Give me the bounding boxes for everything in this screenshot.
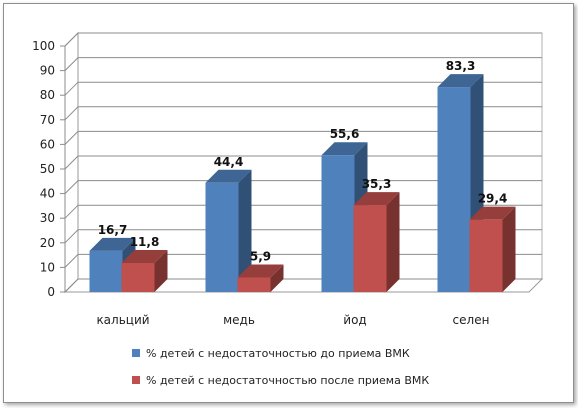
legend-label: % детей с недостаточностью после приема …: [146, 374, 429, 387]
bar-front: [437, 87, 471, 292]
bar-top: [121, 249, 168, 263]
bar-йод-series-1: [321, 142, 368, 292]
y-tick-label: 100: [32, 39, 55, 53]
bar-front: [121, 262, 155, 292]
bar-кальций-series-2: [121, 249, 168, 292]
y-tick-label: 20: [40, 236, 55, 250]
data-label: 29,4: [478, 192, 508, 206]
category-label: медь: [223, 313, 255, 327]
data-label: 11,8: [130, 235, 160, 249]
bar-top: [237, 264, 284, 278]
bar-top: [89, 237, 136, 251]
legend-swatch: [132, 349, 140, 357]
data-label: 55,6: [330, 127, 360, 141]
bar-front: [237, 277, 271, 292]
legend-item-1: % детей с недостаточностью до приема ВМК: [132, 347, 410, 360]
gridline: [64, 155, 542, 170]
data-label: 16,7: [98, 223, 128, 237]
bar-chart: 0 10 20 30 40 50 60 70 80 90 100 16,711,8 44,4 5,9 55…: [32, 31, 544, 387]
data-label: 5,9: [250, 249, 271, 263]
y-tick-label: 70: [40, 113, 55, 127]
bar-side: [502, 206, 516, 292]
bar-top: [469, 206, 516, 220]
y-tick-label: 50: [40, 162, 55, 176]
data-label: 83,3: [446, 59, 476, 73]
bar-йод-series-2: [353, 192, 400, 292]
category-label: кальций: [96, 313, 149, 327]
legend-item-2: % детей с недостаточностью после приема …: [132, 374, 429, 387]
gridline: [64, 81, 542, 96]
y-tick-label: 30: [40, 211, 55, 225]
y-tick-label: 10: [40, 260, 55, 274]
gridline: [64, 106, 542, 121]
gridline: [64, 32, 542, 47]
bar-side: [154, 249, 168, 292]
bar-top: [205, 169, 252, 183]
y-tick-label: 90: [40, 64, 55, 78]
bar-front: [321, 155, 355, 292]
category-label: йод: [343, 313, 366, 327]
gridline: [64, 57, 542, 71]
bar-top: [437, 74, 484, 88]
bar-селен-series-2: [469, 206, 516, 292]
bar-top: [353, 192, 400, 206]
bar-side: [386, 192, 400, 292]
gridline: [64, 130, 542, 145]
y-tick-label: 40: [40, 187, 55, 201]
y-tick-label: 0: [47, 285, 55, 299]
data-label: 44,4: [214, 155, 244, 169]
bar-медь-series-2: [237, 264, 284, 292]
gridline: [64, 180, 542, 194]
bar-top: [321, 142, 368, 156]
legend-label: % детей с недостаточностью до приема ВМК: [146, 347, 410, 360]
bar-side: [238, 169, 252, 292]
y-tick-label: 60: [40, 137, 55, 151]
y-tick-label: 80: [40, 88, 55, 102]
bar-front: [89, 250, 123, 292]
legend-swatch: [132, 376, 140, 384]
bar-front: [205, 182, 239, 292]
chart-frame: 0 10 20 30 40 50 60 70 80 90 100 16,7 11,8 44,4 5,9 55…: [3, 3, 574, 403]
category-label: селен: [453, 313, 490, 327]
bar-front: [469, 219, 503, 292]
bar-front: [353, 205, 387, 292]
bar-медь-series-1: [205, 169, 252, 292]
data-label: 35,3: [362, 177, 392, 191]
bar-side: [270, 264, 284, 292]
